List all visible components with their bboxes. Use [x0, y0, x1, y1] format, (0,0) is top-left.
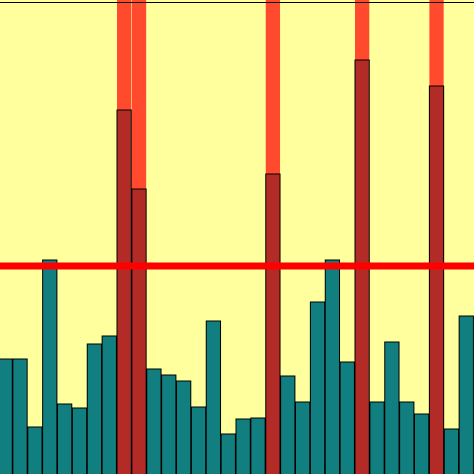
- bar: [324, 259, 341, 474]
- bar: [414, 413, 430, 474]
- bar: [250, 417, 266, 474]
- bar: [42, 259, 58, 474]
- bar: [161, 374, 177, 474]
- bar: [280, 375, 296, 474]
- bar-highlighted: [116, 109, 132, 474]
- bar: [458, 315, 474, 474]
- bars: [0, 59, 474, 474]
- bar: [235, 418, 251, 474]
- bar: [27, 426, 43, 474]
- bar: [295, 401, 311, 474]
- bar: [369, 401, 385, 474]
- bar: [101, 335, 117, 474]
- bar: [309, 301, 326, 474]
- bar: [0, 358, 13, 474]
- bar: [86, 343, 103, 474]
- bar: [205, 320, 222, 474]
- bar-highlighted: [265, 173, 281, 474]
- bar: [443, 428, 460, 474]
- bar: [12, 358, 28, 474]
- bar: [384, 341, 400, 474]
- bar: [146, 368, 162, 474]
- bar: [71, 407, 88, 474]
- bar: [190, 406, 207, 474]
- bar: [399, 401, 415, 474]
- bar: [339, 361, 355, 474]
- bar-highlighted: [428, 85, 445, 474]
- bar: [176, 380, 192, 474]
- bar-highlighted: [131, 188, 147, 474]
- bar: [57, 403, 73, 474]
- bar: [220, 433, 236, 474]
